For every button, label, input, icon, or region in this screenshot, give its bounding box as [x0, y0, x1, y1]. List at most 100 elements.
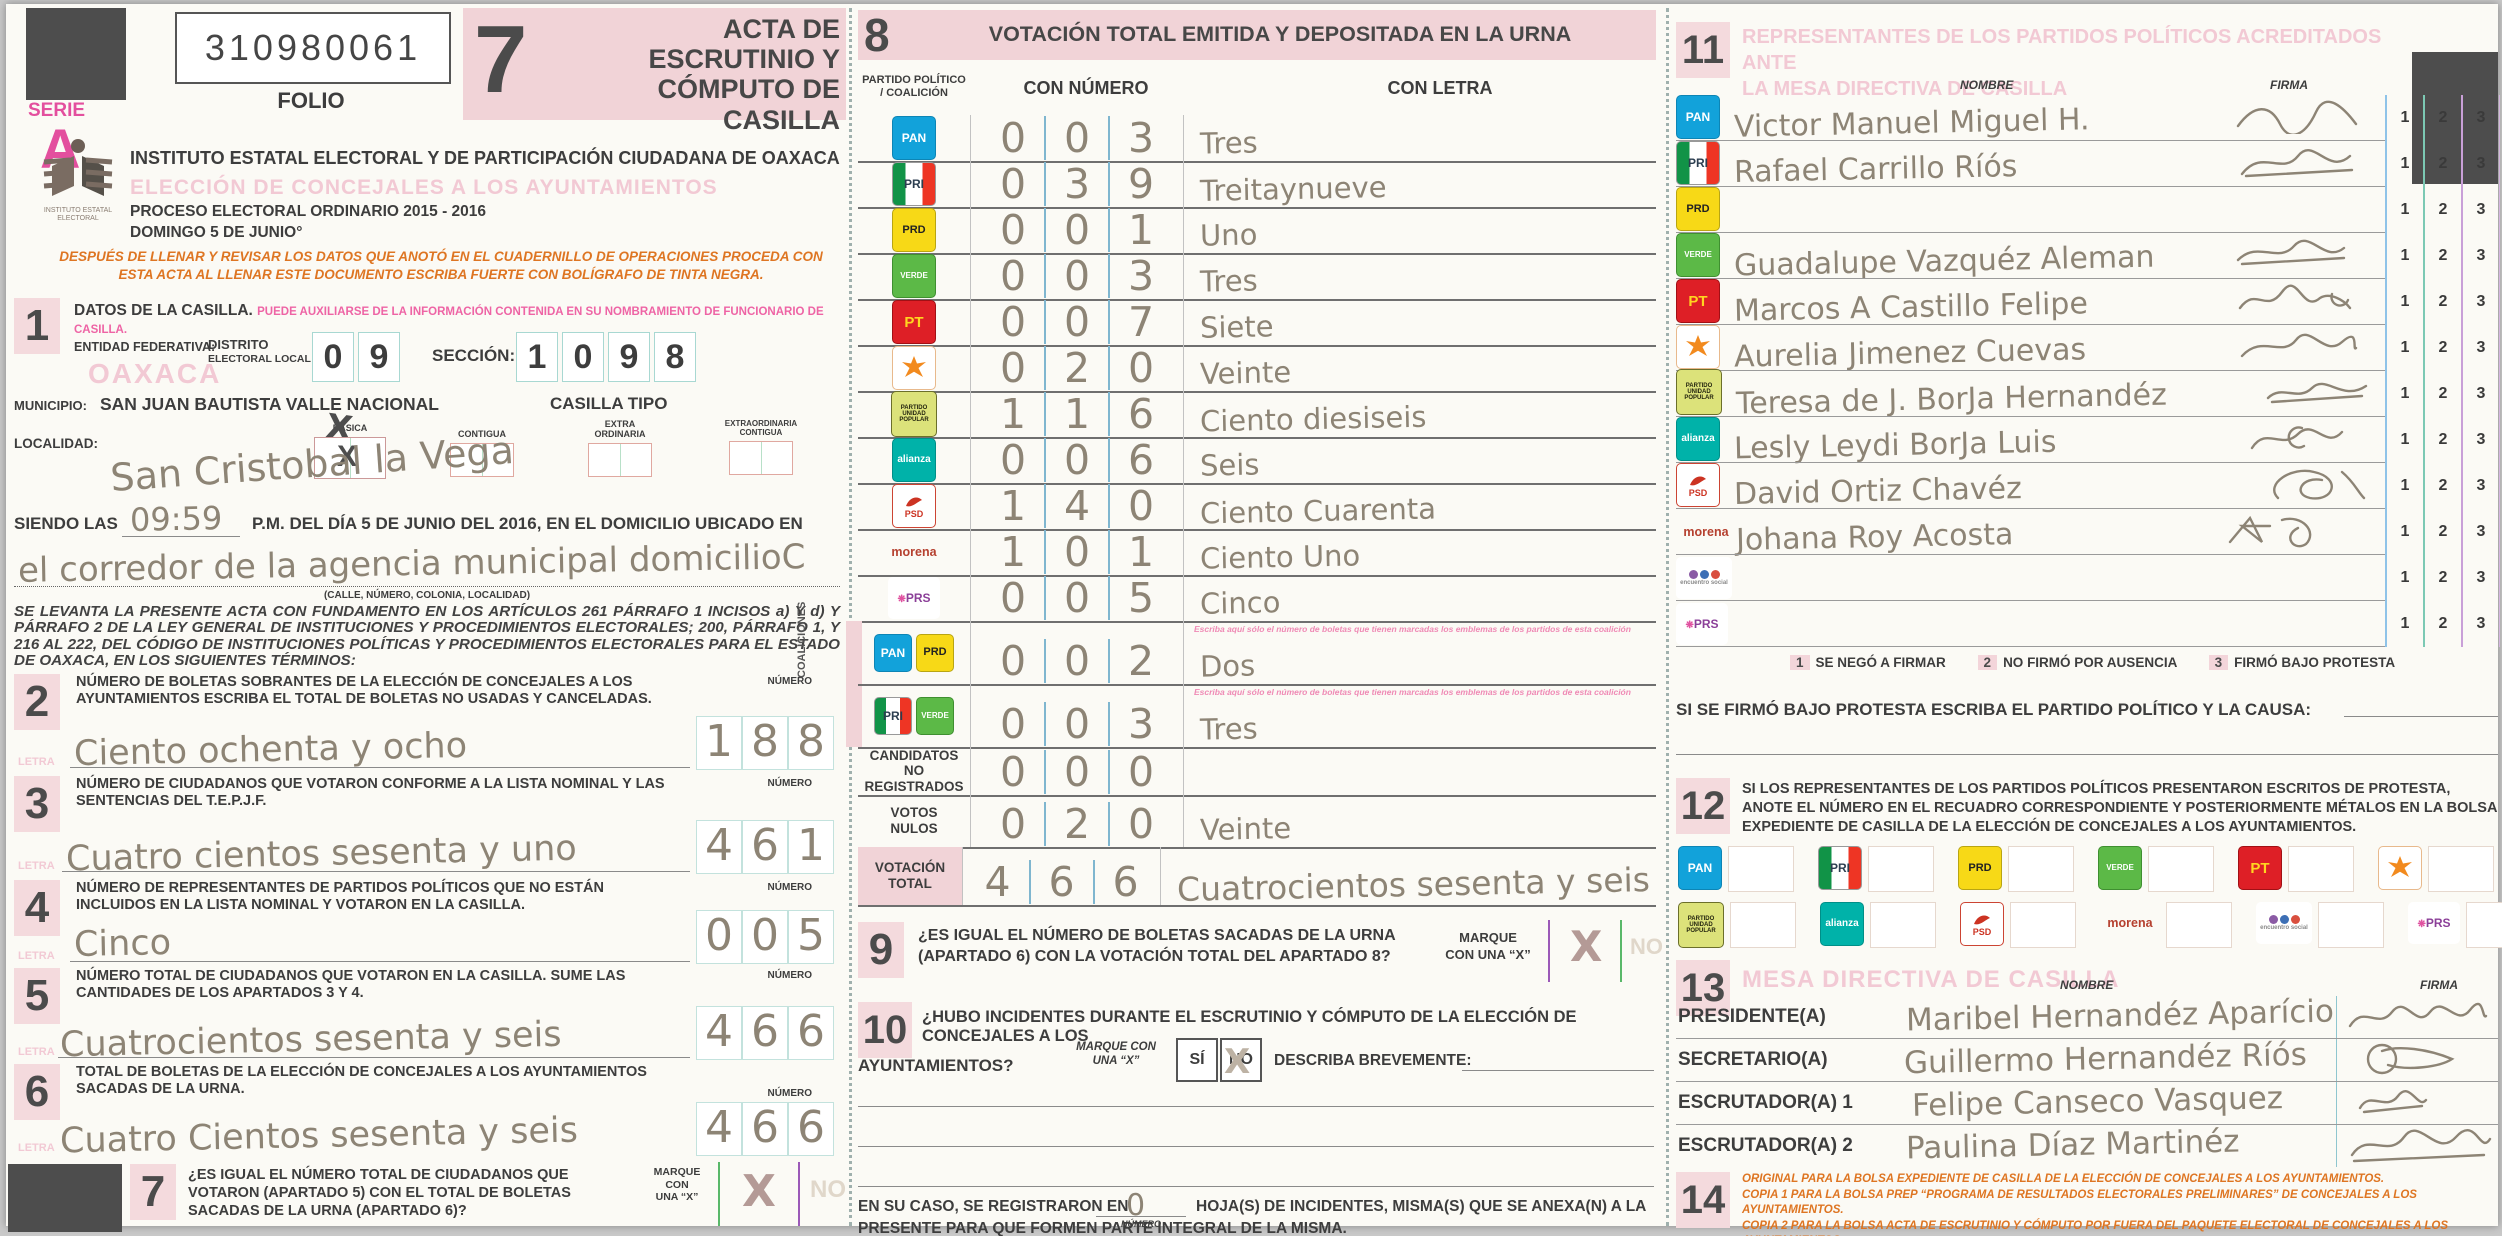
vote-letra: Cinco	[1199, 585, 1281, 621]
institute-name: INSTITUTO ESTATAL ELECTORAL Y DE PARTICI…	[130, 148, 840, 168]
section10-q1: ¿HUBO INCIDENTES DURANTE EL ESCRUTINIO Y…	[922, 1008, 1577, 1045]
section10-blank-line-0	[1462, 1070, 1654, 1071]
section5-digit-2: 6	[742, 1006, 788, 1060]
pan-logo: PAN	[874, 633, 912, 672]
pri-logo: PRI	[892, 162, 936, 206]
rep-name: Aurelia Jimenez Cuevas	[1733, 332, 2087, 375]
title-band	[463, 8, 846, 120]
section4-numero-label: NÚMERO	[767, 882, 812, 893]
distrito-digit-1: 0	[312, 332, 354, 382]
section1-number: 1	[14, 298, 60, 354]
mesa-name: Guillermo Hernandéz Ríós	[1903, 1036, 2308, 1082]
rep-signature	[2262, 464, 2372, 509]
vote-digit: 0	[999, 114, 1027, 162]
section3-letra-label: LETRA	[18, 860, 55, 872]
vote-letra: Ciento diesiseis	[1199, 399, 1427, 439]
section7-number: 7	[130, 1164, 176, 1220]
section13-firma-header: FIRMA	[2420, 978, 2458, 992]
section10-q2: AYUNTAMIENTOS?	[858, 1056, 1014, 1075]
vote-digit: 1	[999, 528, 1027, 576]
prd-logo: PRD	[1676, 187, 1720, 231]
vote-letra: Seis	[1199, 447, 1260, 483]
section4-letra-label: LETRA	[18, 950, 55, 962]
morena-logo: morena	[884, 531, 944, 573]
siendo-prefix: SIENDO LAS	[14, 514, 118, 533]
nueva-alianza-logo: alianza	[892, 438, 936, 482]
firma-col-divider	[2336, 996, 2337, 1038]
rep-name: Marcos A Castillo Felipe	[1733, 286, 2089, 329]
vote-digit: 0	[999, 436, 1027, 484]
mesa-row-escrutador2: ESCRUTADOR(A) 2 Paulina Díaz Martinéz	[1676, 1123, 2498, 1167]
morena-logo: morena	[2107, 915, 2153, 930]
mesa-row-presidente: PRESIDENTE(A) Maribel Hernandéz Aparício	[1676, 994, 2498, 1039]
verde-logo: VERDE	[2098, 846, 2142, 890]
verde-logo: VERDE	[1676, 233, 1720, 277]
vote-digit: 0	[999, 800, 1027, 848]
protesta-box-pt	[2288, 846, 2354, 892]
vote-digit: 0	[1108, 802, 1172, 846]
section2: 2 NÚMERO DE BOLETAS SOBRANTES DE LA ELEC…	[14, 672, 840, 774]
section6-text: TOTAL DE BOLETAS DE LA ELECCIÓN DE CONCE…	[76, 1064, 647, 1098]
protesta-box-pan	[1728, 846, 1794, 892]
scan-corner-top-right	[2412, 52, 2498, 184]
pt-logo: PT	[1676, 279, 1720, 323]
pri-logo: PRI	[1676, 141, 1720, 185]
vote-letra: Cuatrocientos sesenta y seis	[1176, 860, 1651, 909]
vote-letra: Siete	[1199, 309, 1274, 345]
section14-number: 14	[1676, 1172, 1730, 1228]
rep-row-line	[1676, 600, 2386, 601]
prs-logo: ❋PRS	[1676, 603, 1728, 645]
vote-digit: 1	[1044, 392, 1108, 436]
section5-digit-3: 6	[788, 1006, 834, 1060]
mesa-signature	[2352, 1088, 2432, 1121]
vote-digit: 0	[1108, 484, 1172, 528]
section2-text: NÚMERO DE BOLETAS SOBRANTES DE LA ELECCI…	[76, 674, 652, 708]
prs-logo-label: ❋PRS	[897, 590, 931, 605]
vote-digit: 2	[1044, 346, 1108, 390]
pup-logo: PARTIDO UNIDAD POPULAR	[1678, 902, 1724, 948]
section10-describa: DESCRIBA BREVEMENTE:	[1274, 1052, 1472, 1069]
section7-marque3: UNA “X”	[655, 1191, 699, 1204]
mesa-row-secretario: SECRETARIO(A) Guillermo Hernandéz Ríós	[1676, 1036, 2498, 1082]
status-2: 2	[2423, 95, 2461, 141]
vote-digit: 0	[1044, 208, 1108, 252]
scan-corner-top-left	[26, 8, 126, 100]
status-3: 3	[2461, 95, 2500, 141]
rep-signature	[2232, 146, 2362, 185]
tipo-contigua: CONTIGUA	[432, 429, 532, 477]
pan-logo: PAN	[1678, 846, 1722, 890]
section10-hojas-value: 0	[1125, 1187, 1146, 1224]
mc-logo	[2378, 846, 2422, 890]
rep-name: Johana Roy Acosta	[1735, 517, 2014, 558]
mesa-name: Paulina Díaz Martinéz	[1905, 1123, 2240, 1167]
legend-2-chip: 2	[1977, 655, 1998, 670]
rep-row-line	[1676, 508, 2386, 509]
section10-blank-line-3	[858, 1186, 1654, 1187]
section10-si-box: SÍ	[1176, 1038, 1218, 1082]
protesta-box-morena	[2166, 902, 2232, 948]
siendo-suffix: P.M. DEL DÍA 5 DE JUNIO DEL 2016, EN EL …	[252, 514, 803, 533]
seccion-digit-2: 0	[562, 332, 604, 382]
mesa-directiva-table: PRESIDENTE(A) Maribel Hernandéz Aparício…	[1676, 994, 2498, 1167]
encuentro-social-logo: encuentro social	[2256, 902, 2312, 944]
pan-logo-label: PAN	[901, 131, 927, 145]
rep-row-pup: PARTIDO UNIDAD POPULAR Teresa de J. BorJ…	[1676, 369, 2500, 422]
legend-1-text: SE NEGÓ A FIRMAR	[1815, 655, 1946, 670]
protesta-box-verde	[2148, 846, 2214, 892]
vote-digit: 0	[1108, 750, 1172, 794]
section7-divider-2	[798, 1162, 800, 1226]
vote-digit: 1	[1108, 530, 1172, 574]
legend-1-chip: 1	[1790, 655, 1810, 670]
protesta-grid-row1: PAN PRI PRD VERDE PT	[1678, 846, 2494, 892]
vote-digit: 7	[1108, 300, 1172, 344]
section5-digit-1: 4	[696, 1006, 742, 1060]
pan-logo: PAN	[892, 116, 936, 160]
